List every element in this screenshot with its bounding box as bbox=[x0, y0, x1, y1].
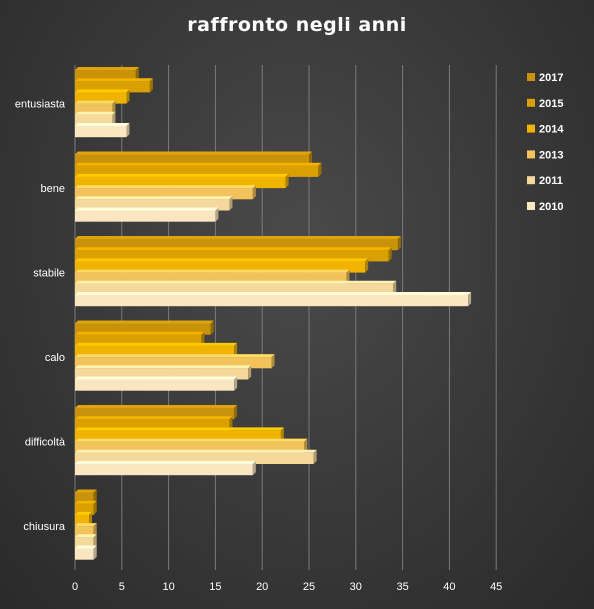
legend: 2017 2015 2014 2013 2011 2010 bbox=[527, 72, 564, 213]
bar bbox=[75, 78, 153, 93]
category-label: entusiasta bbox=[15, 99, 66, 111]
bar bbox=[75, 489, 97, 504]
bar bbox=[75, 545, 97, 560]
bar bbox=[75, 100, 116, 115]
bar bbox=[75, 292, 472, 307]
legend-swatch bbox=[527, 73, 535, 81]
legend-label: 2010 bbox=[539, 201, 563, 213]
x-tick-label: 35 bbox=[396, 581, 408, 593]
legend-swatch bbox=[527, 202, 535, 210]
category-label: stabile bbox=[33, 268, 65, 280]
bar bbox=[75, 111, 116, 126]
legend-swatch bbox=[527, 124, 535, 133]
x-tick-label: 10 bbox=[162, 581, 174, 593]
legend-swatch bbox=[527, 176, 535, 185]
legend-label: 2011 bbox=[539, 175, 563, 187]
legend-swatch bbox=[527, 150, 535, 159]
x-tick-label: 5 bbox=[119, 581, 125, 593]
legend-label: 2017 bbox=[539, 72, 563, 84]
category-labels: entusiasta bene stabile calo difficoltà chius… bbox=[15, 99, 66, 533]
category-label: difficoltà bbox=[25, 437, 66, 449]
bar bbox=[75, 67, 139, 82]
bar bbox=[75, 523, 97, 538]
x-tick-label: 25 bbox=[303, 581, 315, 593]
bar bbox=[75, 236, 401, 251]
x-tick-label: 20 bbox=[256, 581, 268, 593]
grid bbox=[74, 65, 497, 570]
bar bbox=[75, 449, 317, 464]
x-tick-label: 15 bbox=[209, 581, 221, 593]
bar bbox=[75, 405, 238, 420]
category-label: calo bbox=[45, 352, 65, 364]
legend-swatch bbox=[527, 98, 535, 107]
bar bbox=[75, 123, 130, 138]
bar bbox=[75, 354, 275, 369]
x-tick-label: 0 bbox=[72, 581, 78, 593]
bars bbox=[75, 67, 472, 560]
bar bbox=[75, 416, 233, 431]
bar bbox=[75, 534, 97, 549]
category-label: chiusura bbox=[23, 521, 65, 533]
bar bbox=[75, 162, 322, 177]
bar bbox=[75, 438, 308, 453]
bar bbox=[75, 207, 219, 222]
legend-label: 2014 bbox=[539, 124, 564, 136]
bar bbox=[75, 258, 369, 273]
legend-label: 2015 bbox=[539, 98, 563, 110]
bar bbox=[75, 89, 130, 104]
bar bbox=[75, 511, 93, 527]
bar bbox=[75, 247, 392, 262]
bar bbox=[75, 151, 312, 166]
bar bbox=[75, 185, 256, 200]
bar bbox=[75, 342, 238, 358]
x-tick-label: 30 bbox=[350, 581, 362, 593]
bar bbox=[75, 196, 233, 211]
bar bbox=[75, 500, 97, 515]
chart-title: raffronto negli anni bbox=[187, 14, 406, 36]
bar bbox=[75, 280, 397, 295]
bar bbox=[75, 376, 238, 391]
category-label: bene bbox=[41, 183, 65, 195]
bar bbox=[75, 320, 214, 335]
x-axis-tick-labels: 0 5 10 15 20 25 30 35 40 45 bbox=[72, 581, 502, 593]
x-tick-label: 40 bbox=[443, 581, 455, 593]
bar bbox=[75, 269, 350, 284]
bar bbox=[75, 365, 252, 380]
bar bbox=[75, 331, 205, 346]
bar bbox=[75, 461, 256, 476]
bar bbox=[75, 427, 284, 442]
legend-label: 2013 bbox=[539, 149, 563, 161]
x-tick-label: 45 bbox=[490, 581, 502, 593]
bar bbox=[75, 173, 289, 189]
